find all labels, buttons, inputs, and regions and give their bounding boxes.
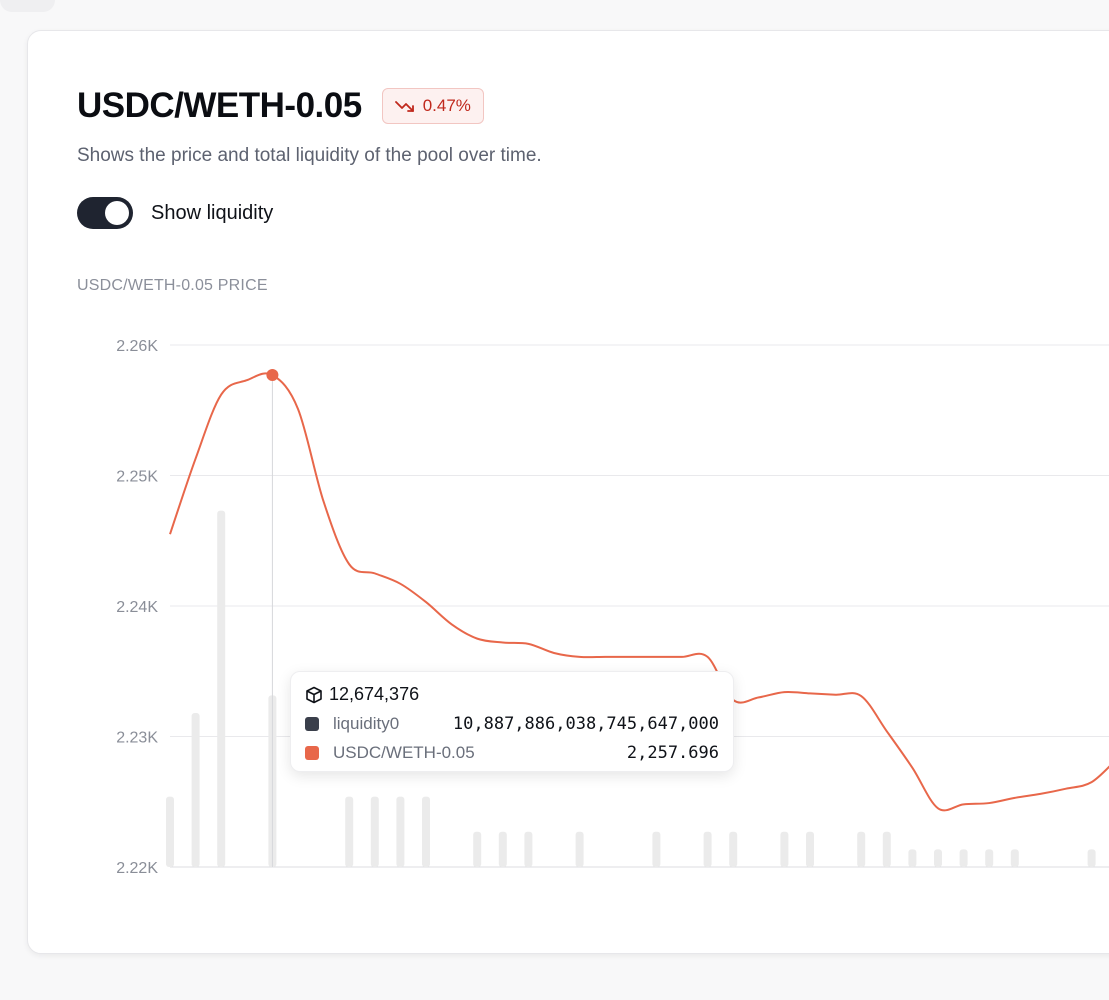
tooltip-series-name: USDC/WETH-0.05: [333, 743, 475, 762]
chart-card: [27, 30, 1109, 954]
y-tick-label: 2.23K: [116, 730, 158, 747]
y-axis-caption: USDC/WETH-0.05 PRICE: [77, 277, 268, 294]
liquidity-bar: [908, 849, 917, 867]
liquidity-bar: [780, 831, 789, 867]
liquidity-bar: [652, 831, 661, 867]
liquidity-swatch: [305, 717, 319, 731]
highlight-point: [266, 369, 279, 382]
liquidity-bar: [524, 831, 533, 867]
liquidity-bar: [575, 831, 584, 867]
liquidity-bar: [370, 796, 379, 867]
toggle-knob: [105, 201, 129, 225]
liquidity-bar: [934, 849, 942, 867]
y-tick-label: 2.25K: [116, 469, 158, 486]
liquidity-bar: [345, 796, 354, 867]
price-line: [169, 372, 1109, 812]
trending-down-icon: [394, 101, 414, 112]
liquidity-bar: [729, 831, 738, 867]
liquidity-bar: [473, 831, 482, 867]
y-tick-label: 2.24K: [116, 599, 158, 616]
chart-header: USDC/WETH-0.05 0.47%: [77, 86, 484, 126]
liquidity-bar: [857, 831, 866, 867]
price-change-value: 0.47%: [422, 96, 471, 115]
liquidity-bar: [1087, 849, 1096, 867]
tooltip-row-liquidity: liquidity0 10,887,886,038,745,647,000: [305, 713, 719, 735]
top-element-stub: [0, 0, 55, 12]
liquidity-bar: [703, 831, 712, 867]
liquidity-bar: [1010, 849, 1019, 867]
tooltip-series-name: liquidity0: [333, 714, 400, 733]
liquidity-bar: [166, 796, 174, 867]
show-liquidity-toggle[interactable]: [77, 197, 133, 229]
liquidity-bar: [396, 796, 405, 867]
show-liquidity-toggle-row: Show liquidity: [77, 197, 273, 229]
tooltip-header: 12,674,376: [305, 684, 419, 705]
tooltip-series-value: 2,257.696: [626, 743, 719, 763]
liquidity-bar: [498, 831, 507, 867]
chart-description: Shows the price and total liquidity of t…: [77, 145, 542, 166]
liquidity-bar: [882, 831, 891, 867]
tooltip-row-price: USDC/WETH-0.05 2,257.696: [305, 742, 719, 764]
y-tick-label: 2.26K: [116, 338, 158, 355]
liquidity-bar: [217, 510, 226, 867]
cube-icon: [306, 686, 322, 703]
liquidity-bar: [422, 796, 430, 867]
liquidity-bar: [191, 713, 200, 867]
tooltip-series-value: 10,887,886,038,745,647,000: [452, 714, 719, 734]
price-swatch: [305, 746, 319, 760]
tooltip-block-number: 12,674,376: [329, 684, 420, 704]
show-liquidity-label: Show liquidity: [151, 201, 274, 224]
price-change-badge: 0.47%: [381, 88, 484, 124]
liquidity-bar: [985, 849, 994, 867]
liquidity-bar: [806, 831, 814, 867]
pool-title: USDC/WETH-0.05: [77, 86, 362, 125]
liquidity-bar: [959, 849, 968, 867]
chart-tooltip: 12,674,376 liquidity0 10,887,886,038,745…: [290, 671, 734, 772]
y-tick-label: 2.22K: [116, 860, 158, 877]
